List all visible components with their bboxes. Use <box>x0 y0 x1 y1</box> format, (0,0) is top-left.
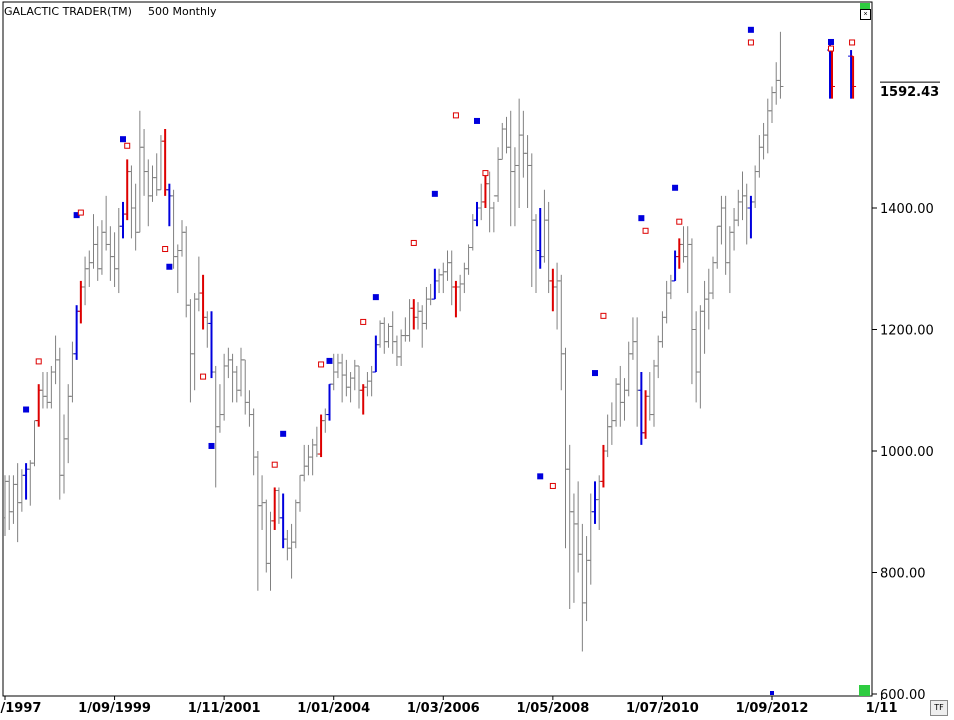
sell-signal-marker <box>549 482 556 489</box>
last-price-label: 1592.43 <box>880 85 939 100</box>
x-tick-label: 1/11/2001 <box>188 701 261 716</box>
buy-signal-marker <box>672 184 679 191</box>
sell-signal-marker <box>360 318 367 325</box>
sell-signal-marker <box>200 373 207 380</box>
buy-signal-marker <box>166 263 173 270</box>
buy-signal-marker <box>638 215 645 222</box>
y-tick-label: 800.00 <box>880 567 926 582</box>
buy-signal-marker <box>474 117 480 124</box>
sell-signal-marker <box>849 39 856 46</box>
buy-signal-marker <box>537 473 544 480</box>
x-tick-label: 1/03/2006 <box>407 701 480 716</box>
sell-signal-marker <box>271 461 278 468</box>
close-icon[interactable]: × <box>860 9 871 20</box>
buy-signal-marker <box>326 357 333 364</box>
x-tick-label: 1/07/2010 <box>626 701 699 716</box>
y-tick-label: 1000.00 <box>880 445 934 460</box>
buy-signal-marker <box>23 406 30 413</box>
sell-signal-marker <box>162 246 169 253</box>
buy-signal-marker <box>747 26 754 33</box>
sell-signal-marker <box>318 361 325 368</box>
sell-signal-marker <box>482 170 489 177</box>
x-tick-label: 1/09/1999 <box>78 701 151 716</box>
x-tick-label: 1/05/2008 <box>516 701 589 716</box>
buy-signal-marker <box>828 38 834 45</box>
sell-signal-marker <box>35 358 42 365</box>
sell-signal-marker <box>77 209 84 216</box>
chart-title: GALACTIC TRADER(TM) <box>4 5 132 18</box>
buy-signal-marker <box>73 212 80 219</box>
sell-signal-marker <box>124 142 131 149</box>
buy-signal-marker <box>372 294 379 301</box>
buy-signal-marker <box>120 136 126 143</box>
x-tick-label: 1/01/2004 <box>297 701 370 716</box>
x-tick-label: 1/09/2012 <box>736 701 809 716</box>
plot-border <box>2 1 873 697</box>
sell-signal-marker <box>676 218 683 225</box>
green-corner-marker <box>859 685 870 696</box>
y-tick-label: 1400.00 <box>880 202 934 217</box>
sell-signal-marker <box>828 45 834 52</box>
y-tick-label: 1200.00 <box>880 324 934 339</box>
buy-signal-marker <box>208 442 215 449</box>
chart-period: 500 Monthly <box>148 5 217 18</box>
timeframe-button[interactable]: TF <box>930 700 948 716</box>
buy-signal-marker <box>280 430 287 437</box>
x-tick-label: 1/07/1997 <box>0 701 41 716</box>
sell-signal-marker <box>642 227 649 234</box>
sell-signal-marker <box>747 39 754 46</box>
sell-signal-marker <box>452 112 459 119</box>
current-date-marker <box>770 691 774 695</box>
green-status-marker <box>860 3 870 13</box>
x-tick-label: 1/11 <box>866 701 898 716</box>
sell-signal-marker <box>600 312 607 319</box>
y-tick-label: 600.00 <box>880 688 926 703</box>
buy-signal-marker <box>592 370 598 377</box>
sell-signal-marker <box>410 239 417 246</box>
buy-signal-marker <box>431 190 438 197</box>
